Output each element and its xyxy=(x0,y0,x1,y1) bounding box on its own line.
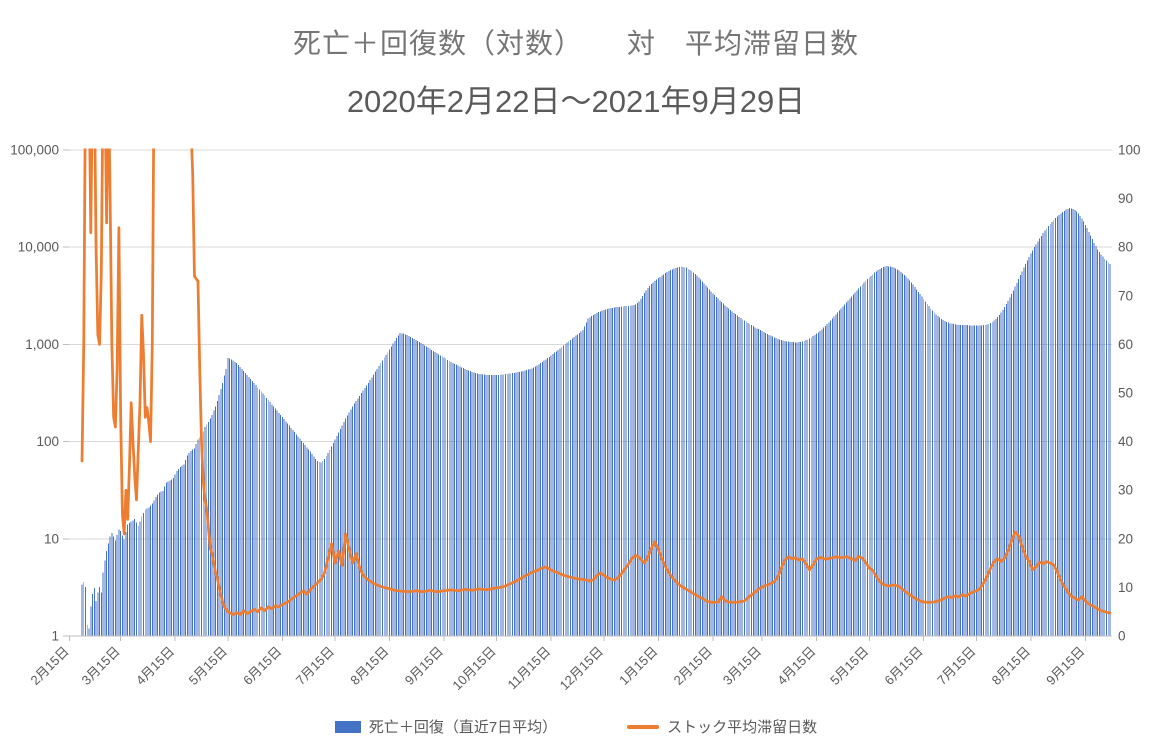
chart-title: 死亡＋回復数（対数） 対 平均滞留日数 xyxy=(292,28,859,59)
stay-days-line xyxy=(80,148,1112,616)
right-axis-tick-label: 80 xyxy=(1118,240,1133,255)
x-axis-tick-label: 6月15日 xyxy=(881,644,925,688)
x-axis-tick-label: 1月15日 xyxy=(616,644,660,688)
right-axis-tick-label: 100 xyxy=(1118,143,1141,158)
right-axis-tick-label: 60 xyxy=(1118,337,1133,352)
bar-series-label: 死亡＋回復（直近7日平均） xyxy=(368,719,558,736)
x-axis-tick-label: 5月15日 xyxy=(827,644,871,688)
x-axis-tick-label: 10月15日 xyxy=(449,644,498,693)
left-axis-tick-label: 100,000 xyxy=(10,143,59,158)
right-axis-tick-label: 0 xyxy=(1118,629,1126,644)
x-axis-tick-label: 8月15日 xyxy=(989,644,1033,688)
x-axis-tick-label: 4月15日 xyxy=(774,644,818,688)
left-axis-tick-label: 100 xyxy=(36,434,59,449)
legend-item-bars: 死亡＋回復（直近7日平均） xyxy=(334,716,558,737)
left-axis-tick-label: 10 xyxy=(44,531,59,546)
x-axis-tick-label: 5月15日 xyxy=(186,644,230,688)
bar-series-swatch xyxy=(334,720,361,733)
x-axis-tick-label: 7月15日 xyxy=(293,644,337,688)
right-axis-tick-label: 50 xyxy=(1118,386,1133,401)
x-axis-labels: 2月15日 3月15日 4月15日 5月15日 6月15日 7月15日 8月15日 9月15日… xyxy=(27,644,1087,693)
x-axis-tick-label: 6月15日 xyxy=(240,644,284,688)
chart-subtitle: 2020年2月22日～2021年9月29日 xyxy=(346,84,806,119)
x-axis-tick-label: 8月15日 xyxy=(347,644,391,688)
bars-series xyxy=(81,207,1111,636)
right-axis-tick-label: 70 xyxy=(1118,288,1133,303)
x-axis-tick-label: 2月15日 xyxy=(671,644,715,688)
x-axis-tick-label: 9月15日 xyxy=(402,644,446,688)
legend-item-line: ストック平均滞留日数 xyxy=(627,716,817,737)
x-axis-tick-label: 11月15日 xyxy=(505,644,554,693)
x-axis-tick-label: 12月15日 xyxy=(557,644,606,693)
right-axis-tick-label: 10 xyxy=(1118,580,1133,595)
left-axis-tick-label: 10,000 xyxy=(18,240,59,255)
right-axis-tick-label: 90 xyxy=(1118,191,1133,206)
right-axis-tick-label: 20 xyxy=(1118,531,1133,546)
line-series-swatch xyxy=(627,724,660,729)
x-axis-tick-label: 3月15日 xyxy=(78,644,122,688)
x-axis xyxy=(66,635,1112,641)
x-axis-tick-label: 4月15日 xyxy=(133,644,177,688)
legend: 死亡＋回復（直近7日平均） ストック平均滞留日数 xyxy=(0,716,1152,737)
left-axis-labels: 100,000 10,000 1,000 100 10 1 xyxy=(10,143,69,644)
left-axis-tick-label: 1,000 xyxy=(25,337,59,352)
left-axis-tick-label: 1 xyxy=(51,629,59,644)
x-axis-tick-label: 2月15日 xyxy=(27,644,71,688)
right-axis-tick-label: 30 xyxy=(1118,483,1133,498)
right-axis-tick-label: 40 xyxy=(1118,434,1133,449)
line-series-label: ストック平均滞留日数 xyxy=(667,719,818,736)
x-axis-tick-label: 9月15日 xyxy=(1043,644,1087,688)
x-axis-tick-label: 7月15日 xyxy=(934,644,978,688)
x-axis-tick-label: 3月15日 xyxy=(720,644,764,688)
